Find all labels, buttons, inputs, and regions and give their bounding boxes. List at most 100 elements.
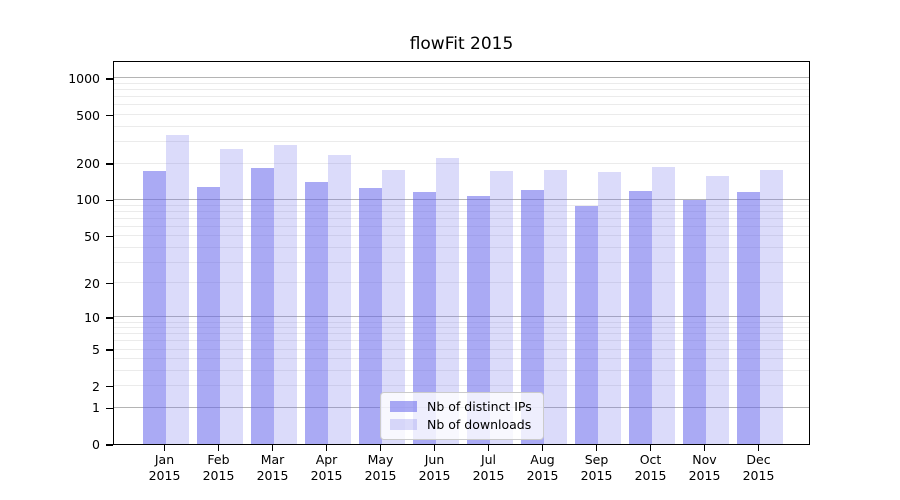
x-tick-label-0: Jan 2015 [148, 452, 181, 483]
y-tick-100 [106, 199, 113, 202]
chart-title: flowFit 2015 [409, 34, 514, 54]
bar-downloads-jul [489, 171, 513, 444]
gridline-minor-y-9 [114, 321, 809, 323]
x-tick-9 [649, 445, 652, 451]
gridline-minor-y-7 [114, 333, 809, 335]
y-tick-20 [106, 283, 113, 285]
bar-distinct-ips-nov [682, 199, 706, 444]
gridline-minor-y-900 [114, 83, 809, 85]
gridline-minor-y-60 [114, 225, 809, 227]
x-tick-11 [757, 445, 760, 451]
gridline-minor-y-50 [114, 235, 809, 237]
y-tick-label-1000: 1000 [68, 70, 100, 86]
y-tick-label-500: 500 [76, 107, 100, 123]
legend-swatch-downloads [390, 419, 417, 430]
y-tick-0 [106, 444, 113, 446]
bar-downloads-jun [435, 158, 459, 444]
x-tick-label-7: Aug 2015 [526, 452, 559, 483]
bar-downloads-sep [597, 172, 621, 444]
gridline-minor-y-300 [114, 141, 809, 143]
bar-distinct-ips-dec [736, 192, 760, 444]
gridline-minor-y-80 [114, 210, 809, 212]
bar-distinct-ips-jun [412, 191, 436, 444]
y-tick-label-100: 100 [76, 192, 100, 208]
gridline-major-y-100 [114, 198, 809, 200]
plot-area: Nb of distinct IPs Nb of downloads [113, 61, 810, 445]
legend-label-downloads: Nb of downloads [427, 417, 532, 432]
legend-swatch-distinct-ips [390, 401, 417, 412]
x-tick-2 [271, 445, 274, 451]
y-tick-10 [106, 317, 113, 319]
legend-label-distinct-ips: Nb of distinct IPs [427, 399, 532, 414]
bar-downloads-jan [165, 134, 189, 444]
y-tick-1000 [106, 78, 113, 80]
x-tick-label-4: May 2015 [364, 452, 397, 483]
x-tick-label-3: Apr 2015 [310, 452, 343, 483]
bar-distinct-ips-sep [574, 205, 598, 444]
y-tick-200 [106, 163, 113, 165]
bar-downloads-aug [543, 170, 567, 444]
gridline-major-y-10 [114, 316, 809, 318]
y-tick-label-5: 5 [92, 342, 100, 358]
y-tick-label-1: 1 [92, 400, 100, 416]
x-tick-label-9: Oct 2015 [634, 452, 667, 483]
gridline-minor-y-700 [114, 96, 809, 98]
x-tick-label-10: Nov 2015 [688, 452, 721, 483]
legend: Nb of distinct IPs Nb of downloads [380, 392, 544, 440]
y-tick-1 [106, 407, 113, 409]
x-tick-label-2: Mar 2015 [256, 452, 289, 483]
bar-distinct-ips-may [358, 187, 382, 444]
bar-distinct-ips-aug [520, 189, 544, 444]
x-tick-label-1: Feb 2015 [202, 452, 235, 483]
bar-downloads-nov [705, 175, 729, 444]
legend-item-distinct-ips: Nb of distinct IPs [390, 399, 532, 414]
bar-distinct-ips-jul [466, 195, 490, 444]
gridline-major-y-1000 [114, 77, 809, 79]
gridline-minor-y-8 [114, 327, 809, 329]
y-tick-label-20: 20 [84, 275, 100, 291]
gridline-minor-y-20 [114, 282, 809, 284]
bar-distinct-ips-oct [628, 191, 652, 444]
bar-distinct-ips-feb [196, 187, 220, 444]
bar-downloads-dec [759, 170, 783, 444]
y-tick-5 [106, 349, 113, 351]
x-tick-4 [379, 445, 382, 451]
gridline-minor-y-6 [114, 340, 809, 342]
x-tick-0 [163, 445, 166, 451]
gridline-minor-y-40 [114, 246, 809, 248]
x-tick-label-11: Dec 2015 [742, 452, 775, 483]
y-tick-label-200: 200 [76, 156, 100, 171]
x-tick-label-5: Jun 2015 [418, 452, 451, 483]
x-tick-8 [595, 445, 598, 451]
gridline-minor-y-400 [114, 125, 809, 127]
gridline-minor-y-500 [114, 114, 809, 116]
x-tick-7 [541, 445, 544, 451]
bar-downloads-may [381, 169, 405, 444]
gridline-minor-y-90 [114, 204, 809, 206]
gridline-minor-y-600 [114, 104, 809, 106]
x-tick-3 [325, 445, 328, 451]
bar-distinct-ips-jan [142, 170, 166, 444]
gridline-minor-y-5 [114, 348, 809, 350]
gridline-minor-y-2 [114, 385, 809, 387]
x-tick-10 [703, 445, 706, 451]
x-tick-label-6: Jul 2015 [472, 452, 505, 483]
bar-downloads-mar [273, 144, 297, 444]
x-tick-1 [217, 445, 220, 451]
bar-downloads-oct [651, 166, 675, 444]
legend-item-downloads: Nb of downloads [390, 417, 532, 432]
y-tick-label-0: 0 [92, 437, 100, 452]
bar-distinct-ips-apr [304, 182, 328, 444]
gridline-minor-y-200 [114, 162, 809, 164]
x-tick-6 [487, 445, 490, 451]
y-tick-label-50: 50 [84, 228, 100, 244]
bar-downloads-feb [219, 148, 243, 444]
x-tick-5 [433, 445, 436, 451]
bar-distinct-ips-mar [250, 168, 274, 444]
gridline-minor-y-800 [114, 89, 809, 91]
gridline-minor-y-3 [114, 370, 809, 372]
y-tick-2 [106, 386, 113, 388]
bar-downloads-apr [327, 154, 351, 444]
gridline-minor-y-4 [114, 358, 809, 360]
